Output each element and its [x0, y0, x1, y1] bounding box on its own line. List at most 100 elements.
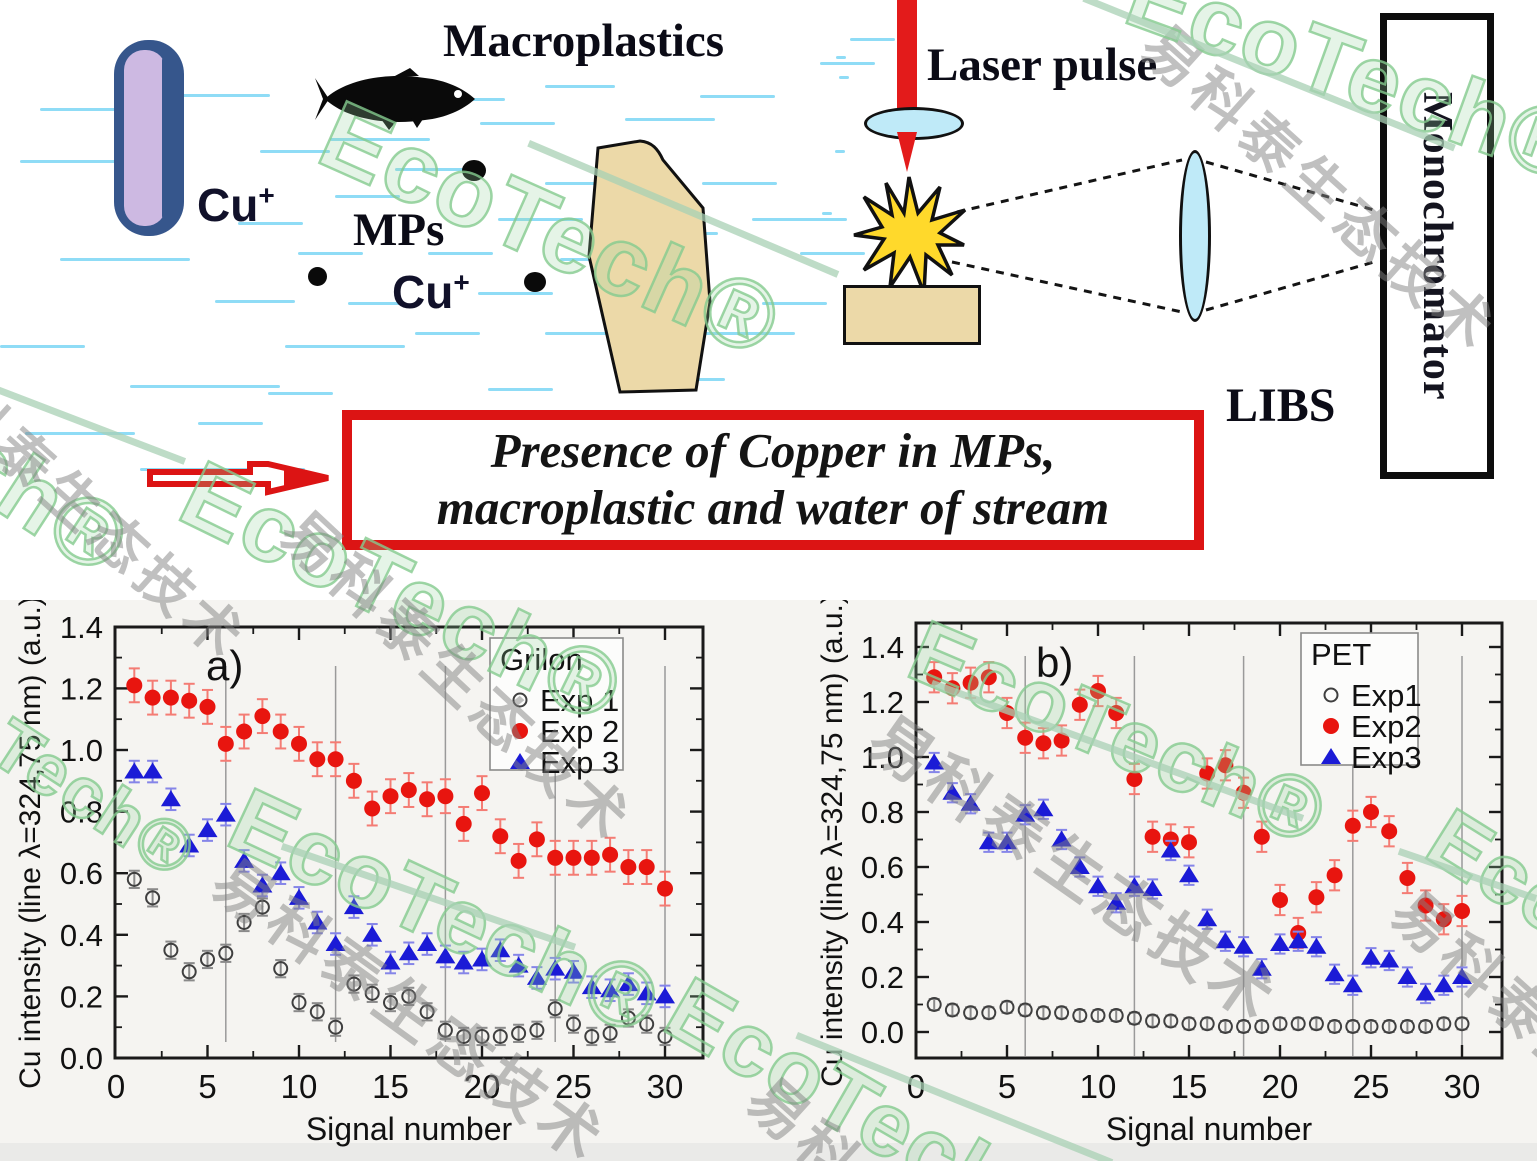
- fish-icon: [315, 68, 475, 130]
- chart-a-grilon: 0 5 10 15 20 25 30 0.0 0.2 0.4 0.6 0.8 1.0 1.2 1.4 a) Gr…: [14, 600, 705, 1147]
- svg-text:1.0: 1.0: [861, 740, 904, 775]
- filter-disk-rim: [162, 54, 175, 222]
- svg-text:1.2: 1.2: [60, 671, 103, 706]
- svg-text:30: 30: [647, 1068, 684, 1105]
- stream-line: [545, 332, 610, 335]
- svg-text:10: 10: [1080, 1068, 1117, 1105]
- libs-label: LIBS: [1226, 379, 1336, 432]
- filter-disk-face: [124, 50, 166, 226]
- svg-text:0.6: 0.6: [60, 856, 103, 891]
- microplastic-dot: [308, 267, 327, 286]
- bottom-strip: [0, 1143, 1537, 1161]
- stream-line: [836, 56, 846, 59]
- svg-text:0.2: 0.2: [861, 960, 904, 995]
- stream-line: [20, 160, 140, 163]
- svg-text:Exp3: Exp3: [1351, 740, 1422, 775]
- svg-text:PET: PET: [1311, 637, 1371, 672]
- svg-text:Exp 2: Exp 2: [540, 714, 619, 749]
- svg-text:Signal number: Signal number: [1106, 1111, 1313, 1147]
- monochromator-label: Monochromator: [1414, 91, 1460, 401]
- conclusion-line-2: macroplastic and water of stream: [436, 480, 1110, 535]
- stream-line: [850, 38, 895, 41]
- svg-text:15: 15: [372, 1068, 409, 1105]
- stream-line: [428, 252, 493, 255]
- svg-text:Exp1: Exp1: [1351, 678, 1422, 713]
- svg-text:1.4: 1.4: [60, 610, 103, 645]
- stream-line: [700, 332, 795, 335]
- cu-ion-label: Cu+: [197, 179, 275, 231]
- stream-line: [260, 150, 330, 153]
- svg-text:Signal number: Signal number: [306, 1111, 513, 1147]
- svg-text:0.0: 0.0: [60, 1041, 103, 1076]
- macroplastics-label: Macroplastics: [443, 15, 725, 67]
- stream-line: [40, 108, 135, 111]
- sample-block: [843, 285, 981, 345]
- laser-beam-focus: [897, 132, 917, 172]
- svg-text:0: 0: [107, 1068, 125, 1105]
- stream-line: [130, 385, 280, 388]
- stream-line: [762, 302, 827, 305]
- stream-line: [625, 118, 715, 121]
- svg-text:30: 30: [1444, 1068, 1481, 1105]
- svg-text:1.2: 1.2: [861, 685, 904, 720]
- svg-text:Grilon: Grilon: [500, 642, 583, 677]
- svg-text:Cu intensity (line λ=324,75 nm: Cu intensity (line λ=324,75 nm) (a.u.): [14, 600, 47, 1089]
- svg-text:Exp 1: Exp 1: [540, 683, 619, 718]
- svg-text:Exp 3: Exp 3: [540, 745, 619, 780]
- svg-text:1.4: 1.4: [861, 630, 904, 665]
- stream-line: [415, 332, 480, 335]
- svg-text:0.4: 0.4: [861, 905, 904, 940]
- light-collection-paths: [951, 158, 1375, 314]
- svg-text:0.6: 0.6: [861, 850, 904, 885]
- stream-line: [348, 302, 403, 305]
- stream-line: [488, 388, 553, 391]
- stream-line: [268, 392, 333, 395]
- svg-text:0.8: 0.8: [60, 795, 103, 830]
- svg-text:20: 20: [1262, 1068, 1299, 1105]
- chart-b-pet: 0 5 10 15 20 25 30 0.0 0.2 0.4 0.6 0.8 1.0 1.2 1.4 b) PE…: [816, 600, 1504, 1147]
- collimating-lens-icon: [1179, 150, 1211, 322]
- stream-line: [298, 252, 363, 255]
- stream-line: [478, 292, 553, 295]
- svg-text:0.4: 0.4: [60, 918, 103, 953]
- plasma-spark-icon: [853, 176, 967, 294]
- stream-line: [820, 62, 875, 65]
- svg-text:25: 25: [555, 1068, 592, 1105]
- stream-line: [198, 422, 263, 425]
- laser-beam: [897, 0, 917, 110]
- stream-line: [215, 300, 295, 303]
- stream-line: [0, 345, 85, 348]
- stream-line: [335, 195, 400, 198]
- conclusion-box: Presence of Copper in MPs, macroplastic …: [342, 410, 1204, 550]
- svg-text:15: 15: [1171, 1068, 1208, 1105]
- stream-line: [835, 150, 845, 153]
- stream-line: [60, 258, 190, 261]
- svg-text:10: 10: [281, 1068, 318, 1105]
- stream-line: [700, 95, 775, 98]
- stream-line: [839, 76, 849, 79]
- svg-text:b): b): [1036, 639, 1073, 686]
- stream-line: [395, 168, 465, 171]
- conclusion-line-1: Presence of Copper in MPs,: [490, 423, 1056, 479]
- svg-text:a): a): [206, 642, 243, 689]
- svg-text:Cu intensity (line λ=324,75 nm: Cu intensity (line λ=324,75 nm) (a.u.): [816, 600, 849, 1087]
- svg-text:5: 5: [998, 1068, 1016, 1105]
- arrow-right-icon: [147, 461, 329, 496]
- stream-line: [545, 85, 615, 88]
- mps-label: MPs: [353, 204, 445, 256]
- svg-text:5: 5: [198, 1068, 216, 1105]
- svg-text:20: 20: [464, 1068, 501, 1105]
- cu-ion-label: Cu+: [392, 266, 470, 318]
- stream-line: [330, 138, 430, 141]
- svg-text:0.0: 0.0: [861, 1015, 904, 1050]
- microplastic-dot: [462, 160, 486, 181]
- stream-line: [150, 94, 270, 97]
- monochromator-box: Monochromator: [1380, 13, 1494, 479]
- svg-text:25: 25: [1353, 1068, 1390, 1105]
- svg-text:0: 0: [907, 1068, 925, 1105]
- stream-line: [480, 122, 555, 125]
- stream-line: [285, 345, 405, 348]
- svg-text:0.2: 0.2: [60, 979, 103, 1014]
- svg-text:0.8: 0.8: [861, 795, 904, 830]
